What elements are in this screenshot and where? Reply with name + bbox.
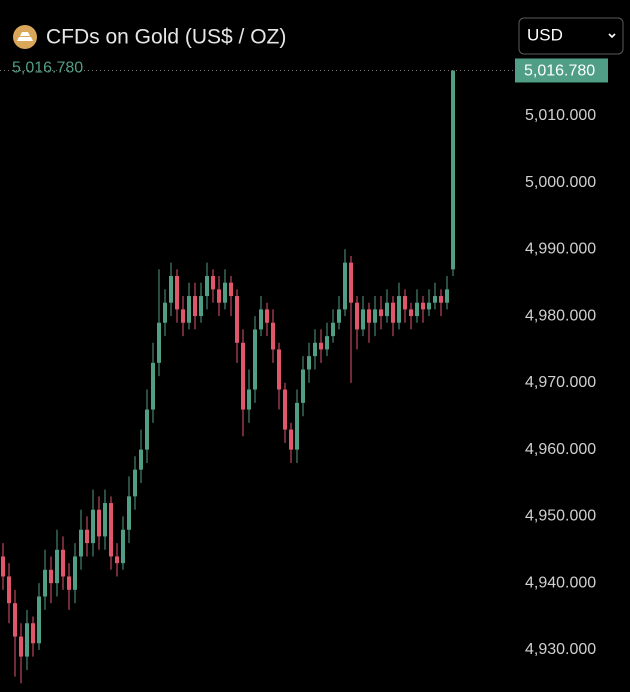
- last-price-left: 5,016.780: [12, 60, 83, 77]
- candle-body: [73, 556, 77, 590]
- candle-body: [175, 276, 179, 310]
- candle-body: [55, 549, 59, 584]
- currency-select[interactable]: USD: [518, 17, 624, 55]
- currency-label[interactable]: USD: [527, 25, 563, 44]
- candle-body: [403, 296, 407, 310]
- candle-body: [31, 623, 35, 644]
- y-tick-label: 4,970.000: [525, 374, 596, 391]
- candle-body: [421, 302, 425, 310]
- y-tick-label: 5,000.000: [525, 174, 596, 191]
- candle-body: [289, 429, 293, 450]
- candle-body: [451, 70, 455, 270]
- candle-body: [229, 282, 233, 297]
- candle-body: [163, 302, 167, 323]
- candle-body: [439, 296, 443, 303]
- candle-body: [217, 289, 221, 303]
- candle-body: [283, 389, 287, 430]
- candle-body: [25, 623, 29, 657]
- candle-body: [397, 296, 401, 323]
- candle-body: [307, 356, 311, 370]
- y-tick-label: 4,980.000: [525, 307, 596, 324]
- candle-body: [49, 569, 53, 584]
- candle-body: [211, 276, 215, 290]
- candle-body: [19, 636, 23, 657]
- candle-body: [139, 449, 143, 470]
- candle-body: [391, 302, 395, 323]
- candle-body: [121, 529, 125, 564]
- candle-body: [97, 509, 101, 537]
- candle-body: [325, 336, 329, 350]
- candle-body: [355, 302, 359, 330]
- candle-body: [295, 402, 299, 450]
- candle-body: [433, 296, 437, 303]
- candle-body: [313, 342, 317, 357]
- y-tick-label: 4,940.000: [525, 574, 596, 591]
- candle-body: [271, 322, 275, 350]
- candle-body: [367, 309, 371, 323]
- candle-body: [67, 576, 71, 590]
- candle-body: [301, 369, 305, 403]
- candle-body: [145, 409, 149, 450]
- candle-body: [265, 309, 269, 323]
- candle-body: [253, 329, 257, 390]
- last-price-right: 5,016.780: [524, 63, 595, 80]
- chevron[interactable]: [608, 33, 616, 39]
- candle-body: [127, 496, 131, 530]
- candle-body: [61, 549, 65, 577]
- candle-body: [379, 309, 383, 317]
- candle-body: [343, 262, 347, 310]
- y-tick-label: 4,960.000: [525, 441, 596, 458]
- candle-body: [103, 503, 107, 537]
- last-price-box: [515, 58, 608, 83]
- candle-body: [361, 309, 365, 330]
- y-tick-label: 5,010.000: [525, 107, 596, 124]
- candle-body: [427, 302, 431, 310]
- candle-body: [277, 349, 281, 390]
- chart-title: CFDs on Gold (US$ / OZ): [46, 26, 286, 49]
- candle-body: [151, 362, 155, 410]
- candle-body: [241, 342, 245, 410]
- candle-body: [373, 309, 377, 323]
- candle-body: [13, 603, 17, 637]
- gold-icon-bars: [17, 32, 33, 41]
- candle-body: [259, 309, 263, 330]
- candle-body: [235, 296, 239, 343]
- candle-body: [187, 296, 191, 323]
- candle-body: [205, 276, 209, 297]
- candle-body: [247, 389, 251, 410]
- candle-body: [415, 302, 419, 317]
- candle-body: [319, 342, 323, 350]
- candle-body: [157, 322, 161, 363]
- candle-body: [193, 296, 197, 317]
- y-tick-label: 4,950.000: [525, 508, 596, 525]
- y-tick-label: 4,930.000: [525, 641, 596, 658]
- candle-body: [331, 322, 335, 337]
- candle-body: [109, 503, 113, 557]
- currency-select-box[interactable]: [518, 17, 624, 55]
- candle-body: [169, 276, 173, 303]
- candle-body: [37, 596, 41, 644]
- candle-body: [445, 289, 449, 303]
- candle-body: [337, 309, 341, 323]
- y-tick-label: 4,990.000: [525, 241, 596, 258]
- candle-body: [133, 469, 137, 497]
- candle-body: [409, 309, 413, 317]
- candle-body: [181, 309, 185, 323]
- candle-body: [85, 529, 89, 544]
- candle-body: [115, 556, 119, 564]
- candle-body: [223, 282, 227, 303]
- candle-body: [43, 569, 47, 597]
- candle-body: [79, 529, 83, 557]
- candle-body: [91, 509, 95, 544]
- candle-body: [1, 556, 5, 577]
- candle-body: [349, 262, 353, 303]
- candle-body: [7, 576, 11, 604]
- candle-body: [385, 302, 389, 317]
- candle-body: [199, 296, 203, 317]
